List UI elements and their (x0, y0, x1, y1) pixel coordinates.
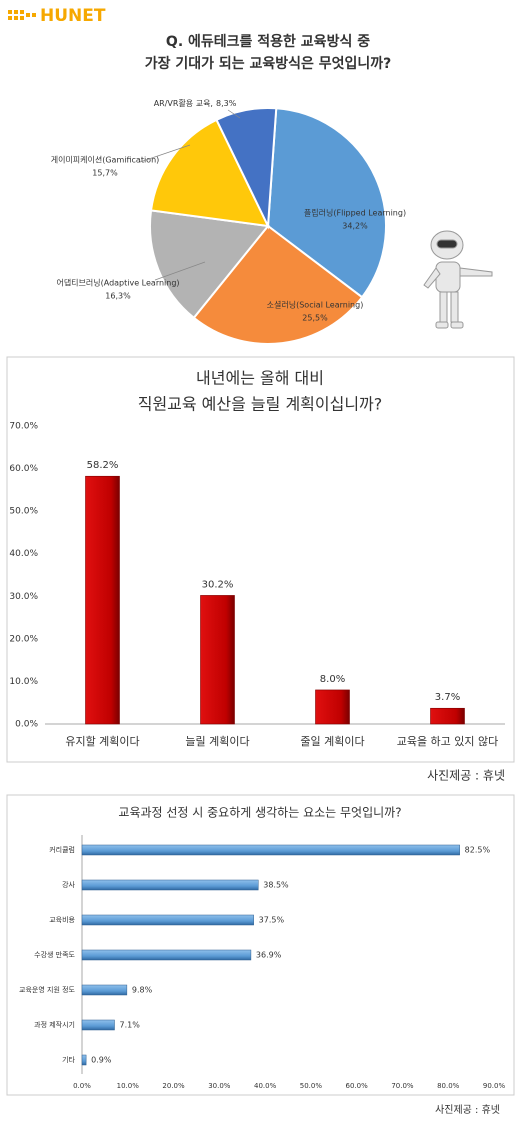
bar (200, 595, 235, 725)
value-label: 7.1% (120, 1021, 141, 1030)
x-tick-label: 유지할 계획이다 (65, 735, 139, 748)
value-label: 36.9% (256, 951, 282, 960)
y-tick-label: 50.0% (9, 507, 38, 517)
value-label: 9.8% (132, 986, 153, 995)
leader-line (154, 261, 206, 281)
pie-slice (192, 224, 364, 345)
category-label: 게이미피케이션(Gamification) (51, 155, 160, 165)
y-tick-label: 과정 제작시기 (34, 1020, 75, 1029)
logo-text: HUNET (40, 6, 106, 26)
robot (423, 230, 493, 329)
value-label: 37.5% (259, 916, 285, 925)
slice-label: AR/VR활용 교육, 8,3% (154, 98, 237, 108)
y-tick-label: 0.0% (15, 720, 38, 730)
value-label: 8.0% (320, 674, 345, 685)
category-label: 플립러닝(Flipped Learning) (304, 208, 406, 218)
bar (81, 844, 460, 856)
bar (81, 1054, 87, 1066)
bar (81, 949, 252, 961)
x-tick-label: 90.0% (483, 1082, 506, 1090)
value-label: 3.7% (435, 692, 460, 703)
bar (430, 707, 465, 725)
value-label: 34,2% (342, 222, 368, 231)
category-label: 어댑티브러닝(Adaptive Learning) (56, 278, 179, 288)
x-tick-label: 늘릴 계획이다 (185, 735, 249, 748)
y-tick-label: 교육비용 (49, 915, 75, 924)
x-tick-label: 80.0% (437, 1082, 460, 1090)
value-label: 38.5% (263, 881, 289, 890)
x-tick-label: 30.0% (208, 1082, 231, 1090)
bar (81, 1019, 115, 1031)
y-tick-label: 교육운영 지원 정도 (19, 985, 76, 994)
chart-title: 직원교육 예산을 늘릴 계획이십니까? (138, 395, 383, 414)
category-label: 소셜러닝(Social Learning) (267, 300, 364, 310)
chart-title: 가장 기대가 되는 교육방식은 무엇입니까? (145, 55, 392, 72)
chart-title: Q. 에듀테크를 적용한 교육방식 중 (166, 33, 370, 50)
x-tick-label: 10.0% (117, 1082, 140, 1090)
value-label: 16,3% (105, 292, 131, 301)
value-label: 15,7% (92, 169, 118, 178)
y-tick-label: 기타 (62, 1055, 75, 1064)
bar (81, 984, 128, 996)
y-tick-label: 20.0% (9, 634, 38, 644)
value-label: 8,3% (216, 99, 237, 108)
credit: 사진제공 : 휴넷 (435, 1104, 500, 1116)
chart-title: 내년에는 올해 대비 (196, 369, 324, 388)
x-tick-label: 교육을 하고 있지 않다 (397, 734, 499, 748)
x-tick-label: 0.0% (73, 1082, 91, 1090)
pie-slice (149, 118, 270, 228)
y-tick-label: 40.0% (9, 549, 38, 559)
y-tick-label: 30.0% (9, 592, 38, 602)
value-label: 0.9% (91, 1056, 112, 1065)
logo: HUNET (8, 6, 106, 26)
x-tick-label: 20.0% (162, 1082, 185, 1090)
chart-frame (6, 356, 515, 763)
y-tick-label: 커리큘럼 (49, 845, 75, 854)
x-tick-label: 40.0% (254, 1082, 277, 1090)
chart-frame (6, 794, 515, 1096)
category-label: AR/VR활용 교육, (154, 98, 213, 108)
y-tick-label: 70.0% (9, 422, 38, 432)
bar (81, 879, 259, 891)
value-label: 58.2% (87, 460, 119, 471)
credit: 사진제공 : 휴넷 (427, 769, 505, 783)
value-label: 30.2% (202, 579, 234, 590)
y-tick-label: 60.0% (9, 464, 38, 474)
leader-line (139, 144, 191, 163)
bar (85, 475, 120, 725)
chart-title: 교육과정 선정 시 중요하게 생각하는 요소는 무엇입니까? (118, 806, 401, 820)
y-tick-label: 강사 (62, 880, 75, 889)
leader-line (227, 109, 241, 119)
pie-slice (149, 209, 270, 320)
x-tick-label: 60.0% (346, 1082, 369, 1090)
x-tick-label: 줄일 계획이다 (300, 734, 364, 748)
pie-slice (266, 107, 387, 299)
y-tick-label: 10.0% (9, 677, 38, 687)
x-tick-label: 70.0% (391, 1082, 414, 1090)
y-tick-label: 수강생 만족도 (34, 950, 75, 959)
x-tick-label: 50.0% (300, 1082, 323, 1090)
bar (315, 689, 350, 725)
value-label: 25,5% (302, 314, 328, 323)
pie-slice (215, 107, 278, 230)
bar (81, 914, 254, 926)
value-label: 82.5% (465, 846, 491, 855)
